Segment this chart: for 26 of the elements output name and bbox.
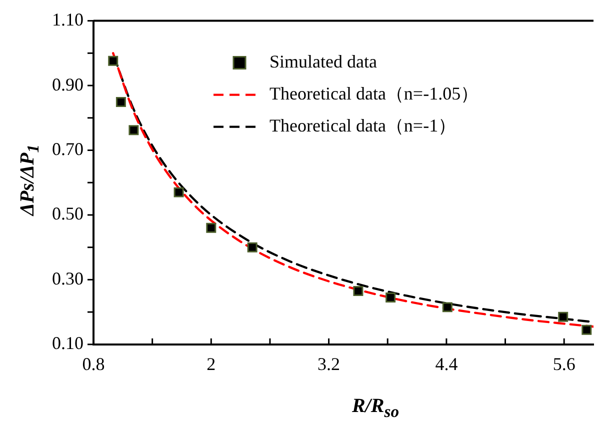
y-tick-label: 0.70 xyxy=(52,138,84,159)
x-tick-label: 0.8 xyxy=(82,354,105,374)
point xyxy=(174,187,184,198)
legend-label: Simulated data xyxy=(270,52,377,72)
x-axis-title: R/R$_{so}$ xyxy=(350,395,400,421)
x-tick-label: 3.2 xyxy=(318,354,340,374)
y-tick-label: 1.10 xyxy=(52,10,84,30)
point xyxy=(247,242,258,252)
point xyxy=(558,312,568,322)
legend-label: Theoretical data（n=-1） xyxy=(270,116,456,136)
point xyxy=(442,302,452,312)
point xyxy=(582,324,592,335)
x-tick-label: 4.4 xyxy=(435,354,458,374)
point xyxy=(116,97,126,108)
x-tick-label: 5.6 xyxy=(552,354,576,374)
y-tick-label: 0.10 xyxy=(52,333,84,354)
point xyxy=(386,292,396,302)
y-tick-label: 0.90 xyxy=(52,74,84,94)
point xyxy=(108,56,118,66)
x-tick-label: 2 xyxy=(206,354,216,374)
y-tick-label: 0.30 xyxy=(52,268,84,288)
legend-label: Theoretical data（n=-1.05） xyxy=(270,84,479,104)
point xyxy=(128,125,139,136)
point xyxy=(353,286,364,296)
point xyxy=(206,222,216,233)
y-tick-label: 0.50 xyxy=(52,204,84,224)
